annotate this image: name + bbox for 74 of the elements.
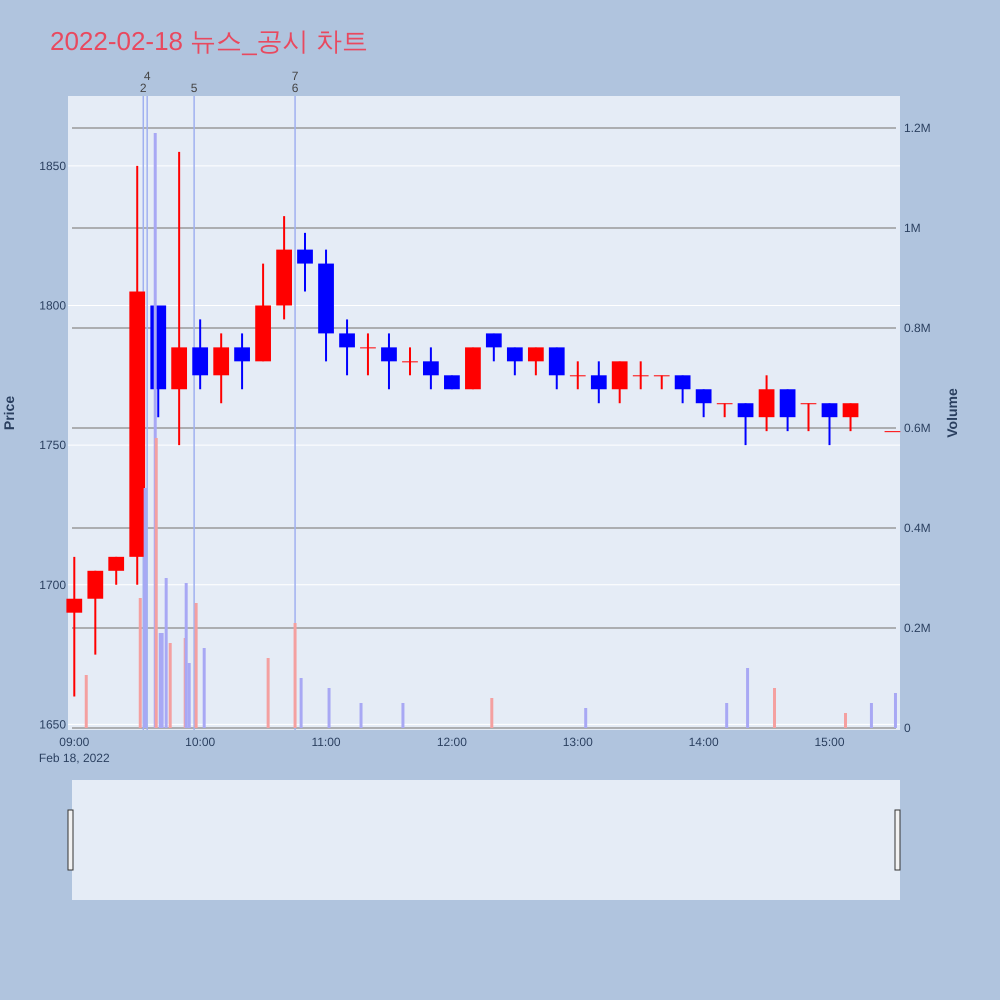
y2-tick-label: 1.2M bbox=[904, 121, 931, 135]
x-tick-label: 09:00 bbox=[59, 735, 90, 749]
candlestick bbox=[486, 332, 502, 362]
y-tick-label: 1700 bbox=[39, 578, 66, 592]
y-tick-label: 1650 bbox=[39, 717, 66, 732]
candlestick bbox=[590, 360, 607, 404]
candlestick bbox=[297, 232, 313, 293]
y-axis-title: Price bbox=[1, 396, 17, 430]
y2-tick-label: 0 bbox=[904, 721, 911, 735]
x-tick-label: 14:00 bbox=[688, 735, 719, 749]
bar bbox=[266, 658, 270, 728]
candlestick bbox=[402, 346, 418, 376]
bar bbox=[401, 703, 404, 728]
y2-tick-label: 0.6M bbox=[904, 421, 931, 435]
x-tick-label: 11:00 bbox=[311, 735, 341, 749]
candlestick bbox=[632, 360, 649, 390]
bar bbox=[138, 598, 142, 728]
y-tick-label: 1800 bbox=[39, 298, 66, 312]
candlestick bbox=[716, 402, 733, 418]
bar bbox=[870, 703, 873, 728]
candlestick bbox=[822, 402, 838, 446]
bar bbox=[154, 438, 158, 728]
x-tick-label: 13:00 bbox=[562, 735, 594, 749]
bar bbox=[844, 713, 847, 728]
candlestick bbox=[570, 360, 586, 390]
candlestick bbox=[381, 332, 397, 390]
candlestick bbox=[66, 556, 82, 698]
candlestick bbox=[108, 556, 124, 586]
bar bbox=[84, 675, 88, 728]
bar bbox=[194, 603, 198, 728]
y-tick-label: 1750 bbox=[39, 438, 66, 452]
candlestick bbox=[234, 332, 250, 390]
y2-axis-title: Volume bbox=[944, 388, 960, 438]
bar bbox=[184, 583, 188, 728]
text: Feb 18, 2022 bbox=[38, 751, 110, 765]
annotation: 7 bbox=[292, 69, 299, 83]
bar bbox=[294, 623, 297, 728]
x-tick-label: 10:00 bbox=[185, 735, 216, 749]
y2-tick-label: 0.2M bbox=[904, 621, 931, 635]
candlestick bbox=[506, 346, 523, 376]
bar bbox=[168, 643, 172, 728]
bar bbox=[164, 578, 168, 728]
y2-tick-label: 0.4M bbox=[904, 521, 931, 535]
x-tick-label: 15:00 bbox=[814, 735, 845, 749]
candlestick bbox=[654, 374, 670, 390]
bar bbox=[360, 703, 363, 728]
bar bbox=[773, 688, 776, 728]
chart-title: 2022-02-18 뉴스_공시 차트 bbox=[50, 26, 368, 56]
bar bbox=[490, 698, 494, 728]
candlestick bbox=[842, 402, 858, 432]
bar bbox=[725, 703, 728, 728]
candlestick bbox=[339, 318, 355, 376]
candlestick bbox=[528, 346, 544, 376]
bar bbox=[300, 678, 303, 728]
annotation: 6 bbox=[292, 81, 299, 95]
x-tick-label: 12:00 bbox=[436, 735, 468, 749]
candlestick bbox=[423, 346, 439, 390]
annotation: 5 bbox=[190, 81, 198, 95]
annotation: 2 bbox=[140, 81, 147, 95]
candlestick bbox=[738, 402, 754, 446]
candlestick bbox=[696, 388, 712, 418]
bar bbox=[202, 648, 206, 728]
bar bbox=[328, 688, 331, 728]
candlestick bbox=[800, 402, 816, 432]
annotation: 4 bbox=[144, 69, 151, 83]
y2-tick-label: 0.8M bbox=[904, 321, 931, 335]
bar bbox=[894, 693, 897, 728]
y-tick-label: 1850 bbox=[39, 158, 66, 173]
bar bbox=[746, 668, 750, 728]
candlestick bbox=[360, 332, 376, 376]
candlestick bbox=[674, 374, 691, 404]
y2-tick-label: 1M bbox=[904, 221, 921, 235]
bar bbox=[584, 708, 588, 728]
candlestick bbox=[444, 374, 460, 390]
